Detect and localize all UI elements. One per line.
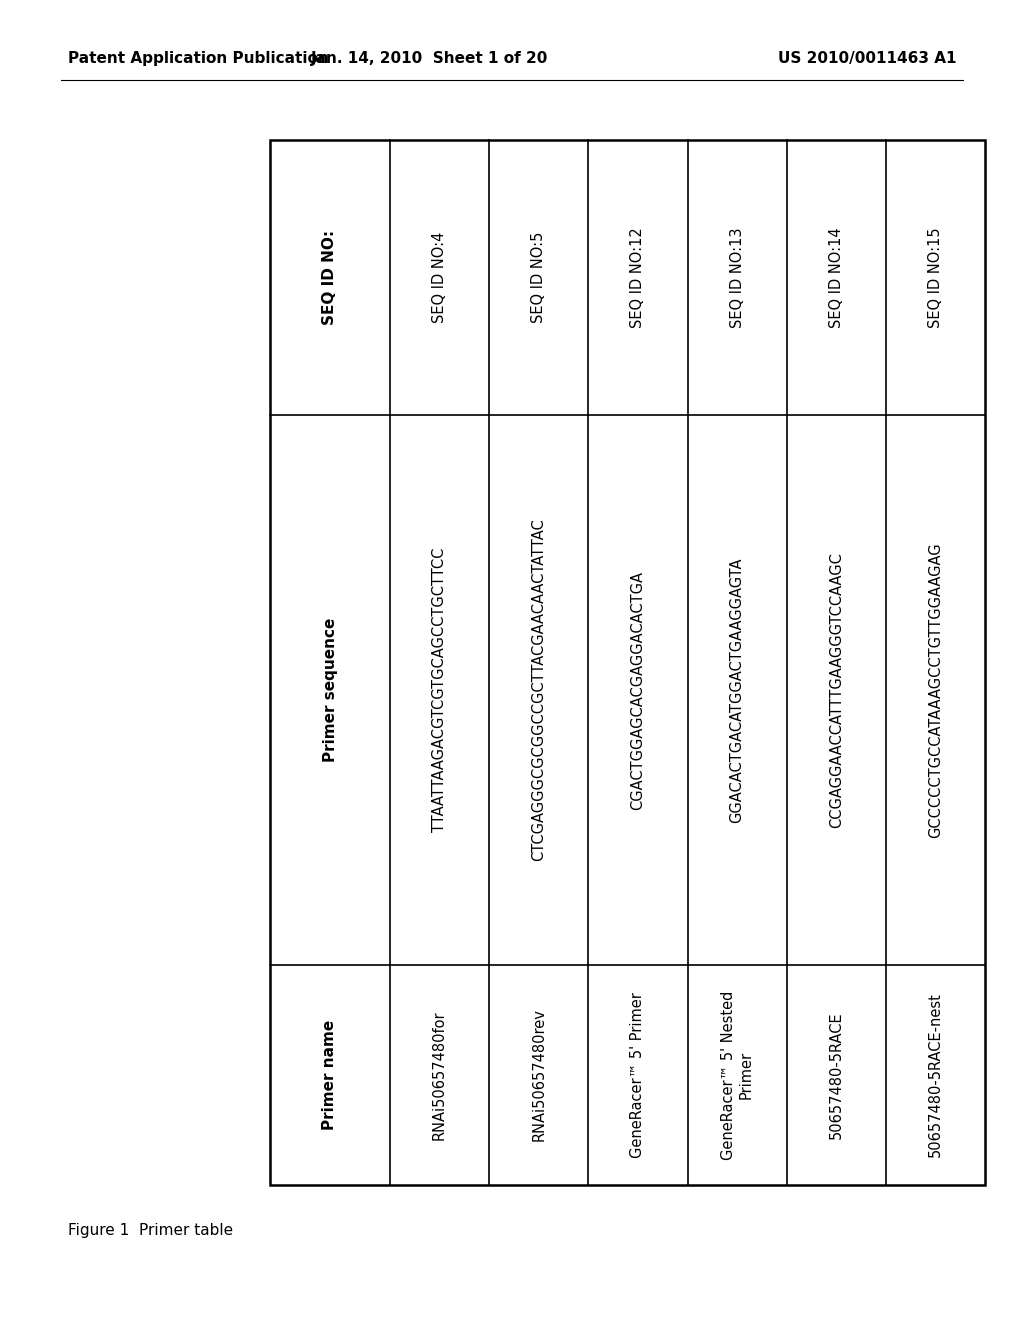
Text: Patent Application Publication: Patent Application Publication — [68, 50, 329, 66]
Text: GeneRacer™ 5' Primer: GeneRacer™ 5' Primer — [631, 993, 645, 1158]
Text: US 2010/0011463 A1: US 2010/0011463 A1 — [777, 50, 956, 66]
Text: TTAATTAAGACGTCGTGCAGCCTGCTTCC: TTAATTAAGACGTCGTGCAGCCTGCTTCC — [432, 548, 447, 832]
Text: CCGAGGAACCATTTGAAGGGTCCAAGC: CCGAGGAACCATTTGAAGGGTCCAAGC — [828, 552, 844, 828]
Text: GeneRacer™ 5' Nested
Primer: GeneRacer™ 5' Nested Primer — [721, 990, 754, 1160]
Text: SEQ ID NO:4: SEQ ID NO:4 — [432, 232, 447, 323]
Text: SEQ ID NO:12: SEQ ID NO:12 — [631, 227, 645, 327]
Text: RNAi50657480rev: RNAi50657480rev — [531, 1008, 546, 1142]
Text: Primer sequence: Primer sequence — [323, 618, 338, 762]
Text: 50657480-5RACE-nest: 50657480-5RACE-nest — [928, 993, 943, 1158]
Text: CGACTGGAGCACGAGGACACTGA: CGACTGGAGCACGAGGACACTGA — [631, 570, 645, 809]
Text: SEQ ID NO:14: SEQ ID NO:14 — [828, 227, 844, 327]
Text: GGACACTGACATGGACTGAAGGAGTA: GGACACTGACATGGACTGAAGGAGTA — [729, 557, 744, 822]
Text: 50657480-5RACE: 50657480-5RACE — [828, 1011, 844, 1139]
Text: GCCCCCTGCCATAAAGCCTGTTGGAAGAG: GCCCCCTGCCATAAAGCCTGTTGGAAGAG — [928, 543, 943, 838]
Text: Primer name: Primer name — [323, 1020, 338, 1130]
Text: Figure 1  Primer table: Figure 1 Primer table — [68, 1222, 233, 1238]
Text: CTCGAGGGCGCGGCCGCTTACGAACAACTATTAC: CTCGAGGGCGCGGCCGCTTACGAACAACTATTAC — [531, 519, 546, 862]
Text: SEQ ID NO:15: SEQ ID NO:15 — [928, 227, 943, 327]
Text: RNAi50657480for: RNAi50657480for — [432, 1010, 447, 1139]
Text: SEQ ID NO:13: SEQ ID NO:13 — [729, 227, 744, 327]
Text: Jan. 14, 2010  Sheet 1 of 20: Jan. 14, 2010 Sheet 1 of 20 — [311, 50, 549, 66]
Text: SEQ ID NO:: SEQ ID NO: — [323, 230, 338, 325]
Text: SEQ ID NO:5: SEQ ID NO:5 — [531, 232, 546, 323]
Bar — [270, 140, 985, 1185]
